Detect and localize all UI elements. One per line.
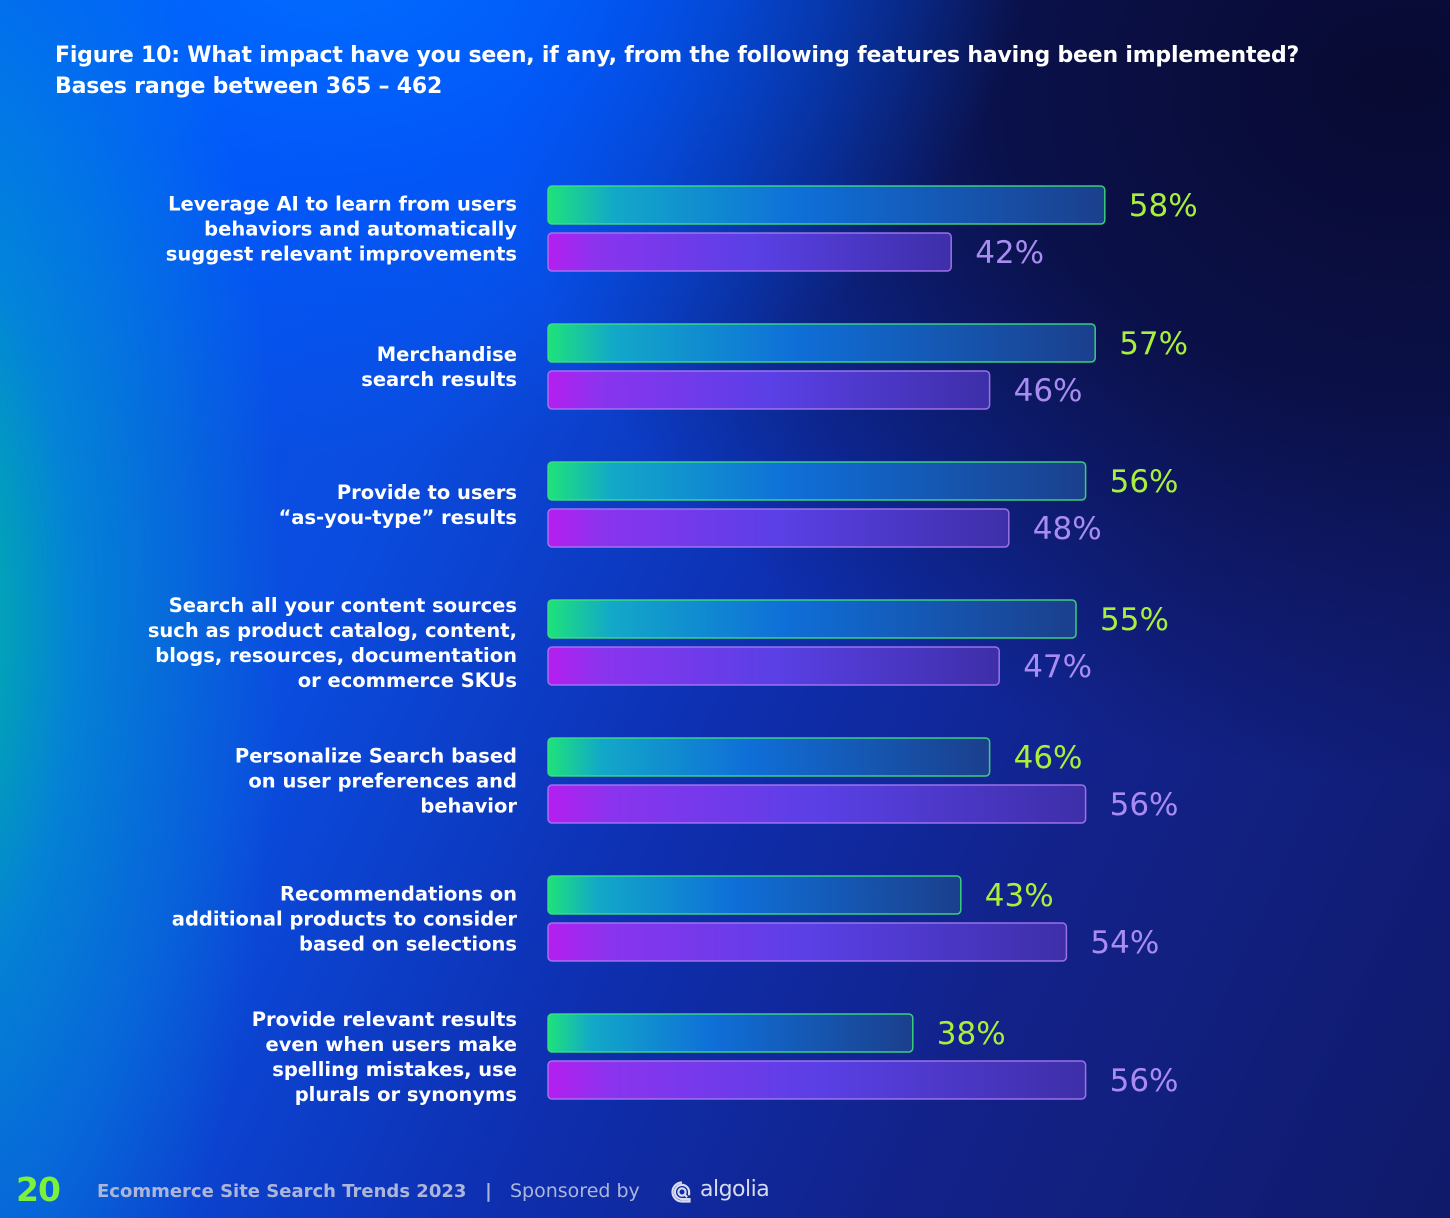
value-label-b-2: 48% <box>1033 511 1102 547</box>
value-label-b-3: 47% <box>1023 649 1092 685</box>
bar-b-2 <box>547 508 1010 548</box>
footer-separator: | <box>485 1180 492 1202</box>
brand-name: algolia <box>700 1177 770 1202</box>
bar-a-1 <box>547 323 1096 363</box>
value-label-a-4: 46% <box>1014 740 1083 776</box>
category-label-4: Personalize Search based on user preferen… <box>235 745 517 818</box>
value-label-b-5: 54% <box>1090 925 1159 961</box>
labels-layer: 58% 42% Leverage AI to learn from users beh… <box>148 188 1198 1106</box>
chart-subtitle: Bases range between 365 – 462 <box>55 74 443 99</box>
algolia-logo-icon <box>671 1181 691 1203</box>
category-label-5: Recommendations on additional products to… <box>172 883 518 956</box>
value-label-b-4: 56% <box>1110 787 1179 823</box>
category-label-3: Search all your content sources such as p… <box>148 594 517 692</box>
value-label-b-1: 46% <box>1014 373 1083 409</box>
page-number: 20 <box>16 1170 61 1209</box>
value-label-a-1: 57% <box>1119 326 1188 362</box>
bar-a-5 <box>547 875 962 915</box>
bar-a-3 <box>547 599 1077 639</box>
value-label-b-6: 56% <box>1110 1063 1179 1099</box>
bars-layer <box>547 185 1106 1100</box>
bar-a-6 <box>547 1013 914 1053</box>
bar-b-5 <box>547 922 1068 962</box>
value-label-a-6: 38% <box>937 1016 1006 1052</box>
bar-a-0 <box>547 185 1106 225</box>
value-label-a-3: 55% <box>1100 602 1169 638</box>
bar-a-2 <box>547 461 1087 501</box>
bar-b-0 <box>547 232 952 272</box>
report-title: Ecommerce Site Search Trends 2023 <box>97 1181 467 1202</box>
bar-a-4 <box>547 737 991 777</box>
value-label-a-5: 43% <box>985 878 1054 914</box>
category-label-1: Merchandise search results <box>361 343 517 391</box>
bar-b-1 <box>547 370 991 410</box>
page-footer: 20 Ecommerce Site Search Trends 2023 | S… <box>0 1166 1450 1214</box>
bar-b-4 <box>547 784 1087 824</box>
bar-b-3 <box>547 646 1000 686</box>
category-label-2: Provide to users “as-you-type” results <box>278 481 517 529</box>
chart-title: Figure 10: What impact have you seen, if… <box>55 43 1300 68</box>
value-label-b-0: 42% <box>975 235 1044 271</box>
value-label-a-2: 56% <box>1110 464 1179 500</box>
sponsored-by-text: Sponsored by <box>510 1180 640 1202</box>
chart-header: Figure 10: What impact have you seen, if… <box>55 40 1395 102</box>
value-label-a-0: 58% <box>1129 188 1198 224</box>
bar-b-6 <box>547 1060 1087 1100</box>
category-label-6: Provide relevant results even when users … <box>252 1008 517 1106</box>
category-label-0: Leverage AI to learn from users behaviors… <box>166 193 518 266</box>
